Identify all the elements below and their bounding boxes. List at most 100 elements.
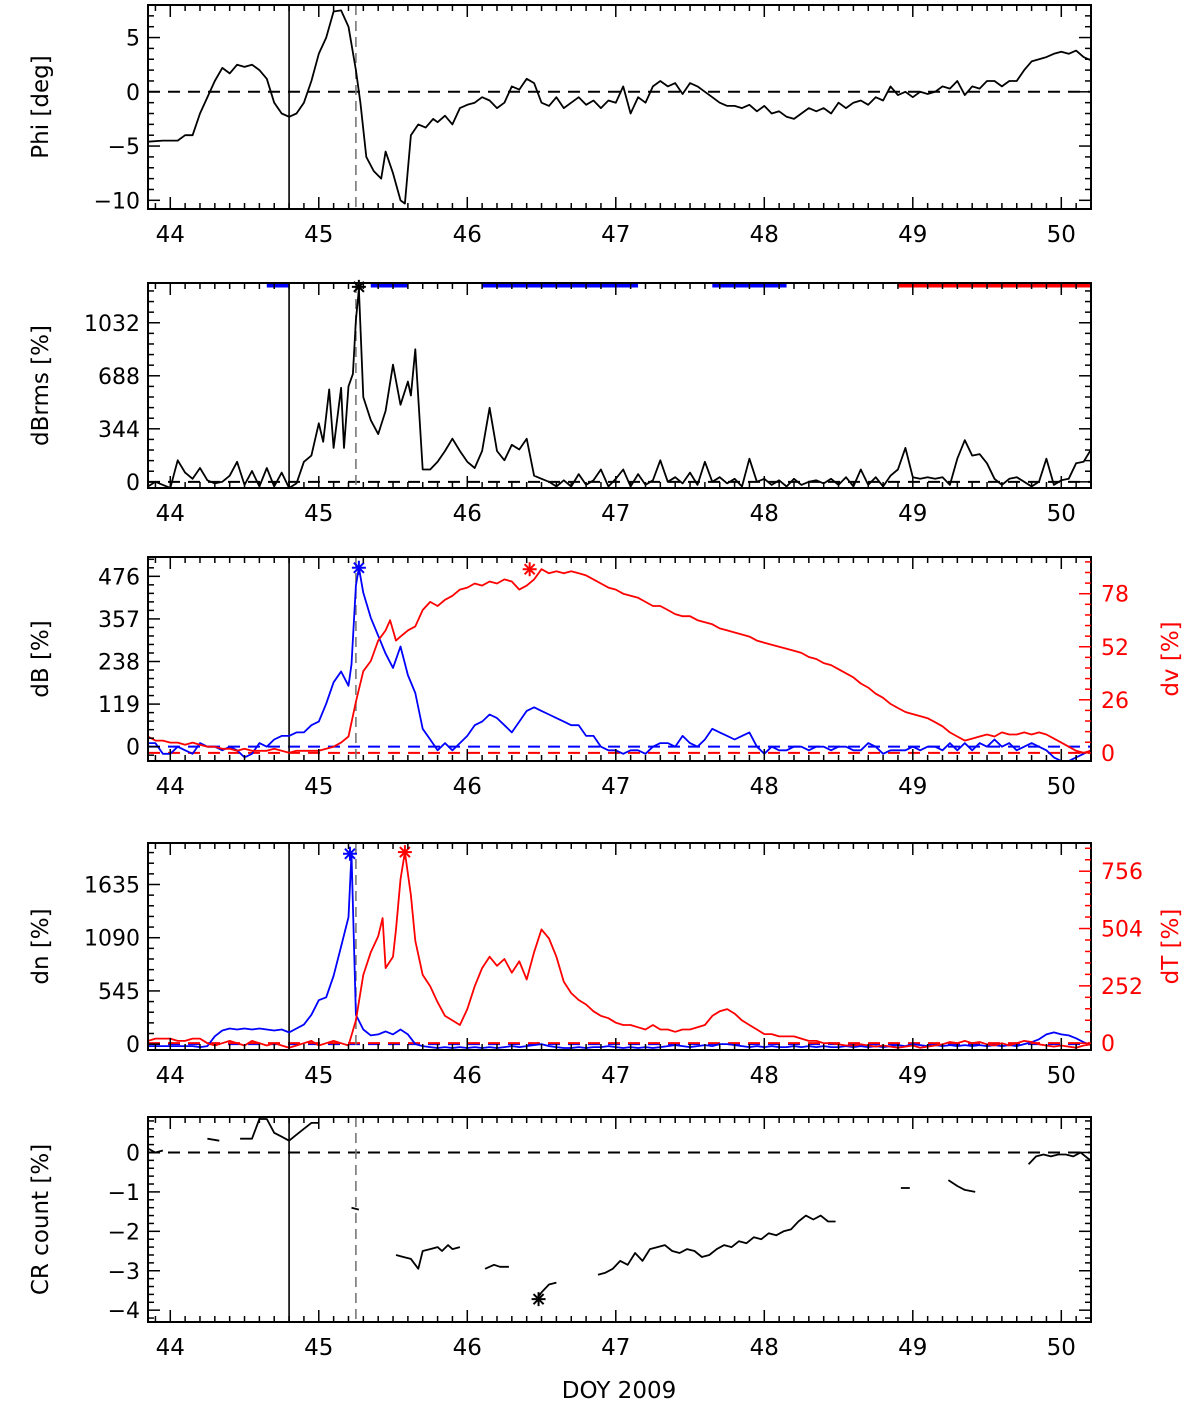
x-tick-label: 50 xyxy=(1047,501,1076,527)
series-line-dbrms xyxy=(148,288,1091,488)
star-stroke xyxy=(344,847,356,860)
panel-cr: 44 45 46 47 48 49 50 −4 −3 −2 −1 0 CR count [%] xyxy=(28,1116,1092,1361)
x-tick-label: 44 xyxy=(156,501,185,527)
x-tick-label: 46 xyxy=(453,1335,482,1361)
y-tick-label-right: 756 xyxy=(1101,860,1143,885)
y-tick-label: 545 xyxy=(98,980,140,1005)
y-tick-label: 119 xyxy=(98,693,140,718)
x-tick-label: 49 xyxy=(898,1335,927,1361)
star-stroke xyxy=(523,563,536,575)
y-tick-label: 0 xyxy=(126,1033,140,1058)
x-tick-label: 50 xyxy=(1047,222,1076,248)
y-axis-label: dBrms [%] xyxy=(28,325,54,446)
y-tick-label: 344 xyxy=(98,418,140,443)
y-tick-label: 1032 xyxy=(84,312,140,337)
y-tick-label: 476 xyxy=(98,565,140,590)
series-line-cr-count xyxy=(395,1244,461,1270)
x-tick-label: 48 xyxy=(750,501,779,527)
x-tick-label: 49 xyxy=(898,501,927,527)
series-line-phi xyxy=(148,9,1091,205)
x-tick-label: 48 xyxy=(750,1063,779,1089)
x-tick-label: 49 xyxy=(898,1063,927,1089)
y-tick-label: 0 xyxy=(126,1141,140,1166)
y-tick-label-right: 0 xyxy=(1101,1032,1115,1057)
series-line-dt xyxy=(148,851,1091,1049)
series-line-cr-count xyxy=(536,1281,557,1299)
series-line-cr-count xyxy=(1027,1151,1091,1165)
x-tick-label: 47 xyxy=(601,222,630,248)
y-tick-label-right: 78 xyxy=(1101,583,1129,608)
star-stroke xyxy=(532,1293,545,1305)
x-tick-label: 47 xyxy=(601,1335,630,1361)
x-tick-label: 44 xyxy=(156,774,185,800)
y-tick-label: 688 xyxy=(98,365,140,390)
y-tick-label: 0 xyxy=(126,81,140,106)
series-line-cr-count xyxy=(947,1179,976,1193)
y-tick-label: 238 xyxy=(98,651,140,676)
star-stroke xyxy=(353,561,365,574)
panel-dn_dt: 44 45 46 47 48 49 50 0 545 1090 1635 dn [%] 0 252 504 7… xyxy=(28,842,1184,1089)
plot-area xyxy=(148,843,1091,1050)
y-tick-label: −4 xyxy=(108,1299,140,1324)
y-tick-label: 0 xyxy=(126,471,140,496)
y-tick-label: −3 xyxy=(108,1260,140,1285)
max-star-marker xyxy=(522,562,537,577)
axes-frame xyxy=(147,842,1092,1051)
plot-area xyxy=(148,557,1091,761)
x-tick-label: 48 xyxy=(750,774,779,800)
axes-frame xyxy=(147,282,1092,489)
y-tick-label: −5 xyxy=(108,135,140,160)
x-tick-label: 46 xyxy=(453,501,482,527)
y-axis-label: CR count [%] xyxy=(28,1144,54,1295)
plot-area xyxy=(148,5,1091,209)
series-line-db xyxy=(148,566,1091,761)
x-tick-label: 50 xyxy=(1047,774,1076,800)
x-tick-label: 44 xyxy=(156,1063,185,1089)
y-axis-label: dB [%] xyxy=(28,620,54,698)
panel-phi: 44 45 46 47 48 49 50 −10 −5 0 5 Phi [deg] xyxy=(28,4,1092,248)
x-tick-label: 46 xyxy=(453,774,482,800)
x-tick-label: 45 xyxy=(304,1335,333,1361)
y-tick-label-right: 26 xyxy=(1101,689,1129,714)
axes-frame xyxy=(147,4,1092,210)
x-tick-label: 47 xyxy=(601,1063,630,1089)
y-tick-label: −1 xyxy=(108,1181,140,1206)
y-axis-label: Phi [deg] xyxy=(28,55,54,158)
panel-db_dv: 44 45 46 47 48 49 50 0 119 238 357 476 dB [%] 0 26 52 78… xyxy=(28,556,1184,800)
plot-area xyxy=(148,1117,1091,1322)
x-tick-label: 45 xyxy=(304,501,333,527)
y-tick-label: 357 xyxy=(98,608,140,633)
x-tick-label: 50 xyxy=(1047,1063,1076,1089)
y-axis-label-right: dv [%] xyxy=(1158,621,1184,696)
x-tick-label: 46 xyxy=(453,222,482,248)
y-tick-label: −2 xyxy=(108,1220,140,1245)
y-tick-label: −10 xyxy=(94,189,140,214)
panel-dbrms: 44 45 46 47 48 49 50 0 344 688 1032 dBrms [%] xyxy=(28,279,1092,527)
y-axis-label-right: dT [%] xyxy=(1158,909,1184,985)
x-axis-label: DOY 2009 xyxy=(562,1378,676,1404)
series-line-cr-count xyxy=(484,1263,509,1270)
x-tick-label: 48 xyxy=(750,1335,779,1361)
x-tick-label: 47 xyxy=(601,774,630,800)
x-tick-label: 45 xyxy=(304,774,333,800)
x-tick-label: 50 xyxy=(1047,1335,1076,1361)
max-star-marker xyxy=(351,560,366,575)
y-tick-label: 5 xyxy=(126,27,140,52)
x-tick-label: 45 xyxy=(304,222,333,248)
max-star-marker xyxy=(531,1292,546,1307)
series-line-cr-count xyxy=(351,1206,360,1211)
y-tick-label: 1635 xyxy=(84,873,140,898)
y-tick-label: 1090 xyxy=(84,927,140,952)
x-tick-label: 45 xyxy=(304,1063,333,1089)
series-line-cr-count xyxy=(207,1137,220,1142)
y-tick-label: 0 xyxy=(126,736,140,761)
axes-frame xyxy=(147,1116,1092,1323)
y-tick-label-right: 252 xyxy=(1101,975,1143,1000)
y-tick-label-right: 52 xyxy=(1101,636,1129,661)
x-tick-label: 46 xyxy=(453,1063,482,1089)
plot-area xyxy=(148,283,1091,488)
series-line-dv xyxy=(148,568,1091,754)
y-tick-label-right: 504 xyxy=(1101,918,1143,943)
max-star-marker xyxy=(397,845,412,860)
